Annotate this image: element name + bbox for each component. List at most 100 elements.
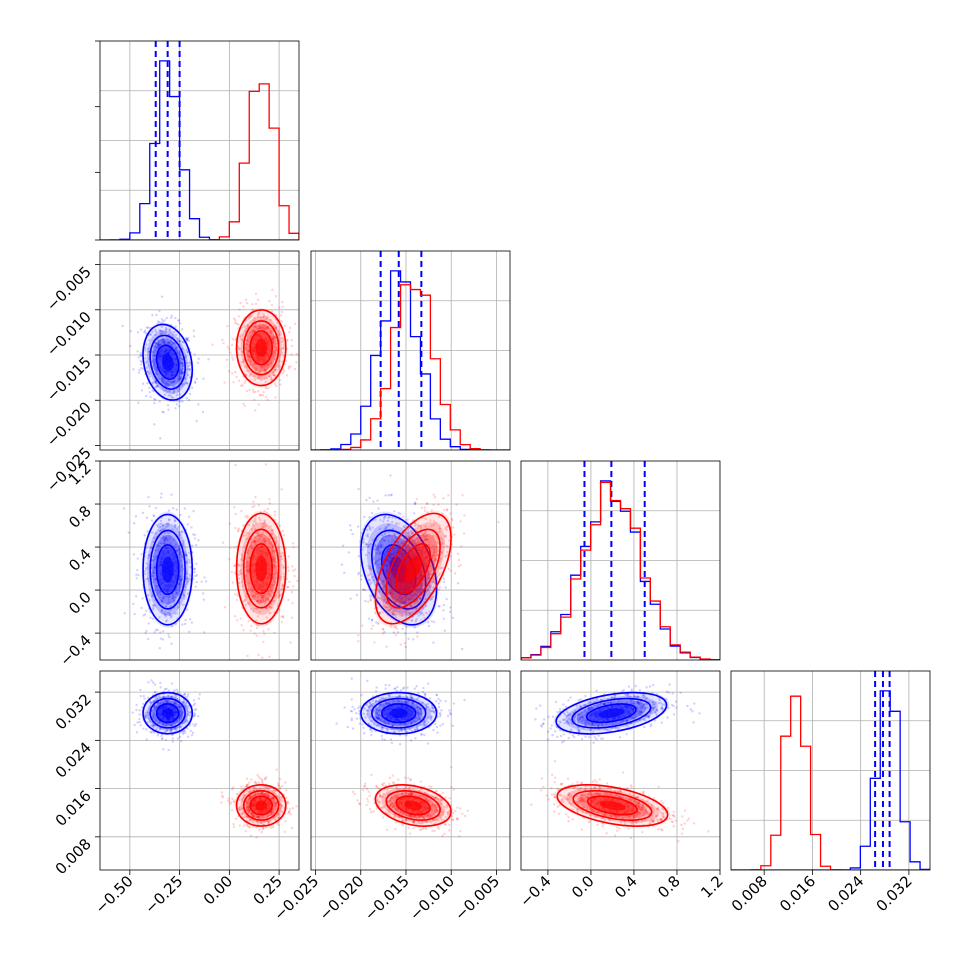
scatter-point — [260, 830, 263, 834]
scatter-point — [403, 589, 407, 592]
scatter-point — [280, 340, 284, 344]
scatter-point — [287, 365, 291, 368]
scatter-point — [259, 534, 262, 538]
scatter-point — [260, 358, 263, 361]
scatter-point — [251, 348, 255, 352]
scatter-point — [163, 532, 167, 535]
scatter-point — [285, 374, 289, 377]
scatter-point — [148, 326, 152, 330]
scatter-point — [281, 371, 285, 375]
scatter-point — [187, 398, 191, 402]
scatter-point — [169, 584, 173, 588]
scatter-point — [371, 576, 374, 579]
scatter-point — [252, 571, 256, 574]
scatter-point — [255, 580, 259, 583]
scatter-point — [154, 691, 157, 694]
scatter-point — [369, 596, 372, 599]
scatter-point — [164, 384, 168, 388]
scatter-point — [158, 525, 162, 529]
scatter-point — [245, 531, 249, 535]
scatter-point — [150, 595, 154, 598]
scatter-point — [167, 718, 171, 721]
scatter-point — [275, 539, 278, 543]
scatter-point — [169, 695, 173, 699]
scatter-point — [435, 550, 438, 554]
scatter-point — [270, 376, 273, 380]
scatter-point — [143, 570, 146, 573]
scatter-point — [399, 554, 403, 558]
scatter-point — [175, 362, 178, 366]
scatter-point — [156, 593, 159, 597]
scatter-point — [279, 348, 282, 351]
scatter-point — [157, 355, 160, 358]
scatter-point — [253, 594, 256, 598]
scatter-point — [244, 574, 247, 577]
scatter-point — [407, 596, 410, 600]
scatter-point — [163, 350, 166, 353]
scatter-point — [418, 610, 421, 613]
scatter-point — [390, 600, 394, 604]
scatter-point — [252, 329, 255, 333]
scatter-point — [269, 826, 273, 830]
scatter-point — [136, 557, 139, 560]
scatter-point — [417, 614, 420, 617]
scatter-point — [179, 361, 182, 364]
scatter-point — [406, 585, 410, 588]
scatter-point — [457, 558, 461, 562]
scatter-point — [223, 381, 226, 384]
scatter-point — [152, 726, 155, 730]
scatter-point — [445, 528, 448, 532]
scatter-point — [230, 809, 234, 812]
scatter-point — [420, 584, 423, 588]
scatter-point — [176, 390, 180, 393]
scatter-point — [274, 565, 278, 568]
scatter-point — [391, 527, 395, 531]
scatter-point — [175, 561, 178, 565]
scatter-point — [153, 716, 156, 720]
scatter-point — [253, 319, 256, 322]
scatter-point — [154, 532, 157, 535]
scatter-point — [167, 595, 170, 598]
scatter-point — [395, 522, 398, 525]
scatter-point — [290, 591, 294, 594]
scatter-point — [422, 561, 425, 564]
scatter-point — [146, 710, 149, 713]
scatter-point — [426, 573, 429, 577]
scatter-point — [424, 557, 428, 560]
scatter-point — [415, 497, 419, 501]
scatter-point — [175, 508, 178, 511]
scatter-point — [170, 396, 173, 399]
scatter-point — [244, 603, 248, 607]
scatter-point — [400, 599, 403, 603]
scatter-point — [184, 618, 187, 622]
scatter-point — [145, 562, 148, 565]
scatter-point — [175, 612, 179, 615]
scatter-point — [266, 583, 269, 586]
scatter-point — [269, 594, 272, 598]
scatter-point — [246, 551, 249, 555]
scatter-point — [182, 721, 185, 725]
scatter-point — [280, 555, 283, 558]
scatter-point — [407, 637, 410, 640]
scatter-point — [182, 364, 185, 367]
scatter-point — [396, 547, 399, 550]
scatter-point — [250, 527, 253, 531]
scatter-point — [180, 740, 183, 743]
scatter-point — [282, 572, 285, 576]
scatter-point — [122, 507, 126, 510]
scatter-point — [367, 524, 371, 527]
scatter-point — [411, 607, 415, 611]
scatter-point — [202, 598, 206, 601]
scatter-point — [158, 542, 162, 545]
scatter-point — [168, 330, 172, 333]
scatter-point — [429, 573, 433, 576]
scatter-point — [411, 611, 414, 614]
scatter-point — [414, 524, 417, 528]
scatter-point — [164, 738, 168, 741]
scatter-point — [183, 585, 187, 589]
scatter-point — [145, 738, 148, 741]
scatter-point — [399, 558, 403, 561]
scatter-point — [275, 571, 278, 574]
scatter-point — [270, 532, 273, 536]
scatter-point — [154, 706, 158, 709]
